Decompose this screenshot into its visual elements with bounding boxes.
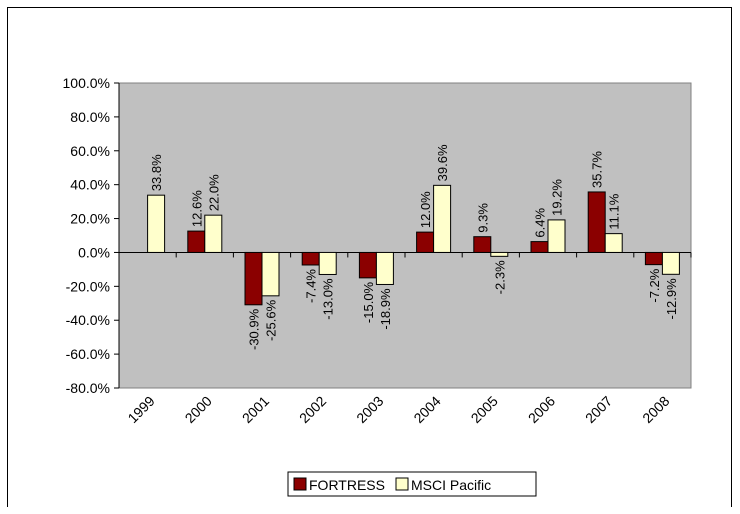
y-tick-label: -20.0% (66, 278, 110, 294)
bar-msci-pacific (318, 251, 337, 275)
bar-msci-pacific (547, 219, 566, 253)
data-label: 11.1% (607, 193, 622, 229)
x-tick-label: 2002 (296, 393, 329, 426)
data-label: -7.4% (304, 269, 319, 303)
x-tick-label: 2000 (182, 393, 215, 426)
bar-fortress (416, 231, 435, 253)
y-tick-label: 0.0% (78, 244, 110, 260)
x-tick-label: 1999 (124, 393, 157, 426)
data-label: 19.2% (550, 179, 565, 216)
bar-msci-pacific (147, 194, 166, 253)
bar-fortress (530, 241, 549, 253)
data-label: 33.8% (149, 154, 164, 191)
data-label: -7.2% (647, 268, 662, 302)
data-label: -18.9% (378, 288, 393, 330)
bar-fortress (187, 230, 206, 253)
bar-fortress (644, 251, 663, 266)
bar-msci-pacific (261, 251, 280, 297)
bar-msci-pacific (604, 233, 623, 253)
legend-swatch-msci-pacific (395, 477, 409, 491)
legend-label-fortress: FORTRESS (309, 477, 385, 493)
bar-fortress (473, 236, 492, 253)
y-tick-label: 40.0% (70, 177, 110, 193)
x-tick-label: 2007 (582, 393, 615, 426)
bar-fortress (358, 251, 377, 279)
data-label: -2.3% (492, 260, 507, 294)
x-tick-label: 2003 (353, 393, 386, 426)
data-label: 6.4% (533, 208, 548, 238)
data-label: -13.0% (321, 278, 336, 320)
x-tick-label: 2006 (525, 393, 558, 426)
x-tick-label: 2008 (639, 393, 672, 426)
bar-fortress (587, 191, 606, 253)
legend-label-msci-pacific: MSCI Pacific (411, 477, 491, 493)
data-label: -15.0% (361, 281, 376, 323)
bar-msci-pacific (661, 251, 680, 275)
bar-fortress (301, 251, 320, 266)
data-label: 35.7% (590, 151, 605, 188)
y-tick-label: -40.0% (66, 312, 110, 328)
data-label: 12.6% (189, 190, 204, 227)
data-label: 12.0% (418, 191, 433, 228)
y-tick-label: 100.0% (63, 75, 110, 91)
data-label: 22.0% (206, 174, 221, 211)
x-tick-label: 2001 (239, 393, 272, 426)
data-label: -12.9% (664, 278, 679, 320)
data-label: 9.3% (475, 203, 490, 233)
bar-msci-pacific (433, 184, 452, 253)
legend-swatch-fortress (293, 477, 307, 491)
legend (287, 471, 537, 497)
data-label: -25.6% (264, 299, 279, 341)
data-label: 39.6% (435, 144, 450, 181)
x-tick-label: 2004 (410, 393, 443, 426)
bar-msci-pacific (490, 251, 509, 257)
y-tick-label: 80.0% (70, 109, 110, 125)
data-label: -30.9% (247, 308, 262, 350)
bar-msci-pacific (204, 214, 223, 253)
bar-msci-pacific (375, 251, 394, 285)
y-tick-label: 60.0% (70, 143, 110, 159)
y-tick-label: -80.0% (66, 380, 110, 396)
y-tick-label: -60.0% (66, 346, 110, 362)
bar-fortress (244, 251, 263, 306)
x-tick-label: 2005 (468, 393, 501, 426)
y-tick-label: 20.0% (70, 211, 110, 227)
